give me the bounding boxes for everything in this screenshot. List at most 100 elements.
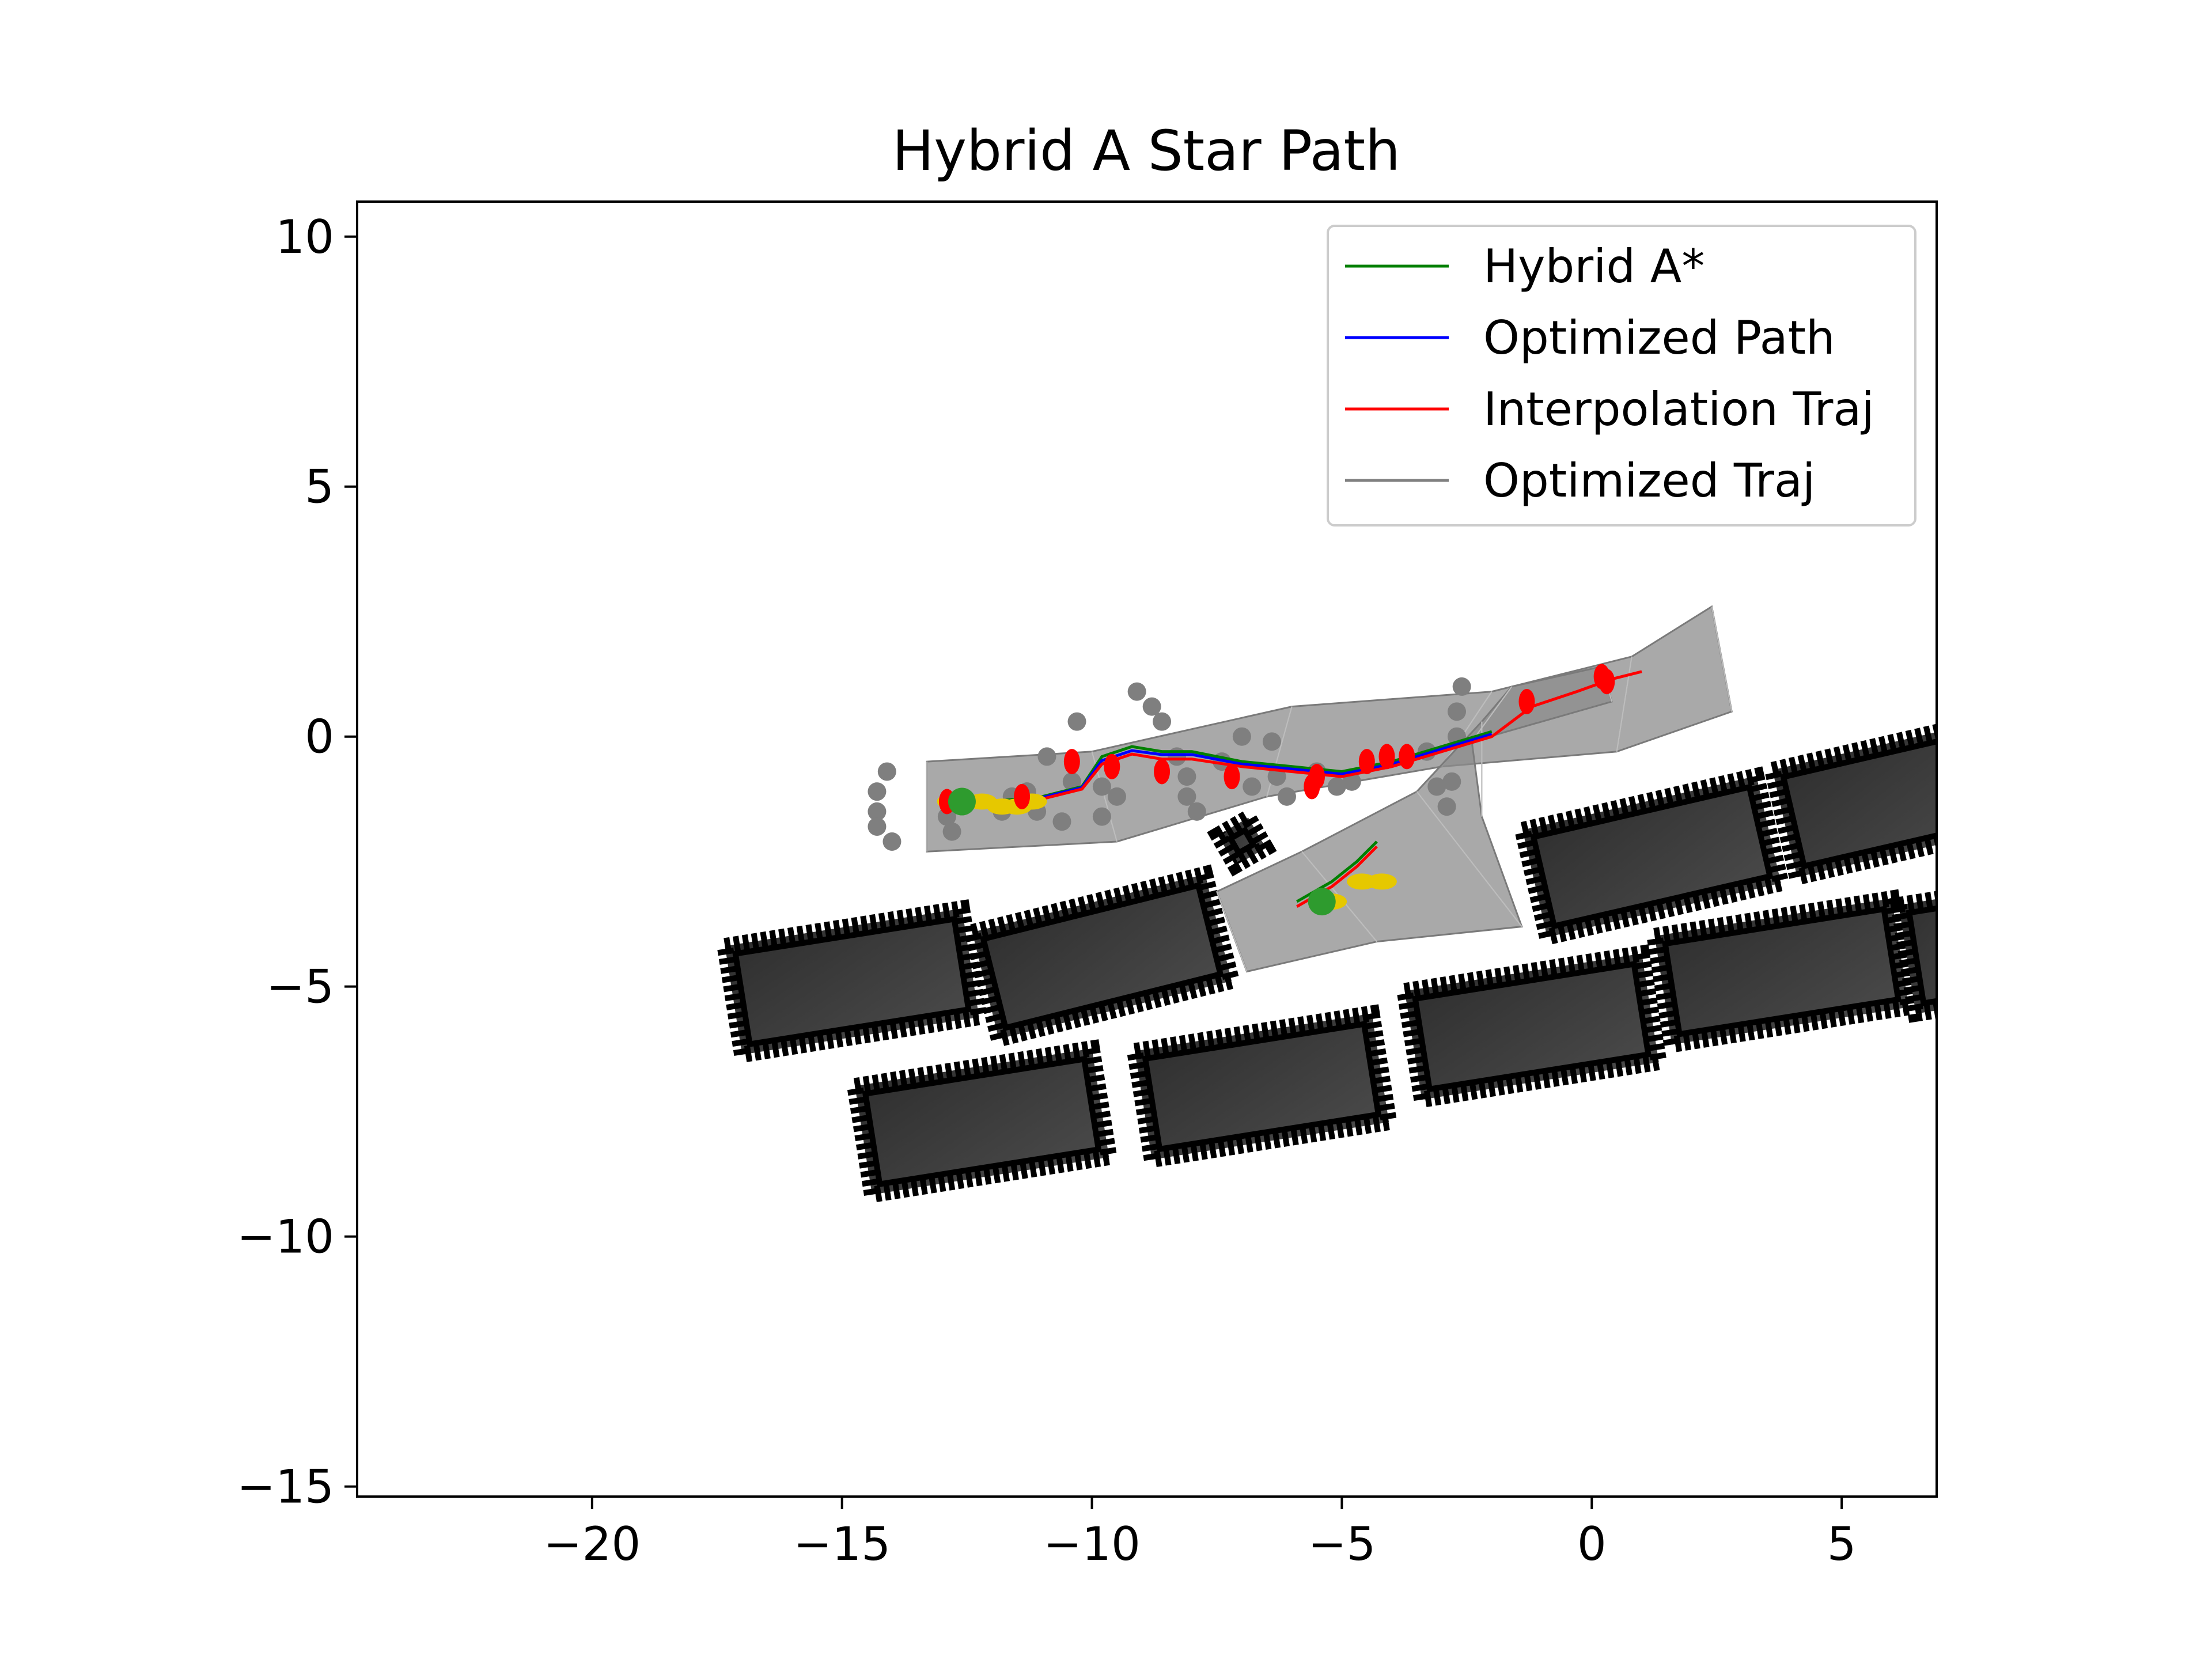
obstacle (1207, 806, 1277, 877)
obstacle-outline (1780, 724, 1937, 870)
red-marker (1518, 688, 1535, 714)
obstacle (962, 864, 1242, 1049)
x-tick-label: −10 (1043, 1517, 1141, 1571)
obstacle-outline (980, 881, 1224, 1032)
legend-label: Optimized Path (1483, 311, 1835, 365)
markers-layer (937, 664, 1615, 916)
obstacle (846, 1039, 1119, 1204)
footprint-hatch (1711, 606, 1733, 712)
red-marker (1063, 749, 1080, 775)
sample-point (1177, 767, 1196, 786)
sample-point (1277, 787, 1296, 806)
sample-point (1142, 697, 1161, 716)
obstacle-outline (1226, 826, 1257, 857)
sample-point (1442, 772, 1461, 791)
obstacle (1513, 766, 1791, 947)
y-tick-label: 5 (305, 460, 334, 514)
obstacle-outline (1412, 960, 1652, 1093)
obstacle-outline (1142, 1021, 1382, 1153)
sample-point (1052, 812, 1071, 831)
sample-point (1243, 777, 1262, 796)
x-axis: −20 −15 −10 −5 0 5 (543, 1497, 1857, 1571)
green-marker (948, 787, 976, 816)
obstacle (715, 899, 988, 1064)
footprint-hatch (1471, 686, 1513, 742)
obstacle-outline (732, 915, 972, 1048)
red-marker (1599, 669, 1615, 695)
obstacle (1645, 889, 1918, 1054)
sample-points-layer (868, 677, 1471, 851)
obstacle-outline (1661, 906, 1902, 1037)
x-tick-label: −5 (1308, 1517, 1376, 1571)
obstacle-body (1889, 880, 1937, 1023)
obstacle-body (1207, 806, 1277, 877)
footprint-hatch (1216, 891, 1248, 972)
legend-items: Hybrid A* Optimized Path Interpolation Tra… (1345, 240, 1874, 507)
obstacle-outline (1530, 783, 1774, 930)
red-marker (1154, 759, 1171, 785)
green-marker (1308, 888, 1336, 916)
sample-point (882, 832, 902, 851)
legend-box (1327, 225, 1916, 527)
sample-point (868, 817, 887, 836)
obstacle-body (962, 864, 1242, 1049)
legend: Hybrid A* Optimized Path Interpolation Tra… (1327, 225, 1916, 527)
series-line (952, 670, 1642, 808)
x-tick-label: 5 (1827, 1517, 1857, 1571)
footprint-hatch (1416, 791, 1522, 927)
sample-point (1127, 682, 1146, 701)
obstacles-layer (715, 706, 1937, 1204)
obstacle (1395, 944, 1668, 1109)
sample-point (1187, 802, 1206, 821)
sample-point (868, 782, 887, 801)
legend-label: Hybrid A* (1483, 240, 1705, 293)
x-tick-label: −20 (543, 1517, 641, 1571)
red-marker (1224, 764, 1240, 790)
sample-point (1452, 677, 1471, 696)
obstacle-outline (1906, 896, 1937, 1007)
red-marker (1104, 753, 1120, 779)
x-tick-label: −15 (793, 1517, 891, 1571)
sample-point (1437, 797, 1456, 816)
sample-point (1092, 807, 1111, 826)
sample-point (1177, 787, 1196, 806)
sample-point (1168, 747, 1187, 766)
obstacle-body (1763, 706, 1937, 887)
legend-label: Interpolation Traj (1483, 382, 1874, 436)
sample-point (1262, 732, 1281, 751)
footprint-hatch (1616, 656, 1633, 752)
sample-point (877, 762, 896, 781)
y-tick-label: −10 (237, 1210, 334, 1264)
x-tick-label: 0 (1577, 1517, 1607, 1571)
obstacle-body (1513, 766, 1791, 947)
red-marker (1014, 783, 1031, 809)
y-axis: 10 5 0 −5 −10 −15 (237, 210, 357, 1514)
axes-frame (356, 200, 1938, 1498)
sample-point (1447, 702, 1466, 721)
red-marker (1358, 749, 1375, 775)
sample-point (868, 802, 887, 821)
sample-point (1092, 777, 1111, 796)
sample-point (1153, 712, 1172, 731)
red-marker (1378, 744, 1395, 770)
obstacle-outline (862, 1055, 1102, 1188)
obstacle (1125, 1004, 1399, 1169)
footprint-hatch (1441, 691, 1493, 767)
y-tick-label: −5 (266, 960, 334, 1014)
y-tick-label: 0 (305, 710, 334, 764)
sample-point (1427, 777, 1446, 796)
red-marker (1309, 764, 1325, 790)
sample-point (1037, 747, 1056, 766)
y-tick-label: 10 (275, 210, 334, 264)
yellow-marker (1366, 873, 1397, 890)
sample-point (1067, 712, 1086, 731)
red-marker (1399, 744, 1415, 770)
y-tick-label: −15 (237, 1460, 334, 1514)
sample-point (1107, 787, 1126, 806)
sample-point (1232, 727, 1251, 746)
sample-point (1062, 772, 1081, 791)
sample-point (1327, 777, 1346, 796)
sample-point (942, 822, 961, 841)
obstacle (1889, 880, 1937, 1023)
sample-point (1342, 772, 1361, 791)
